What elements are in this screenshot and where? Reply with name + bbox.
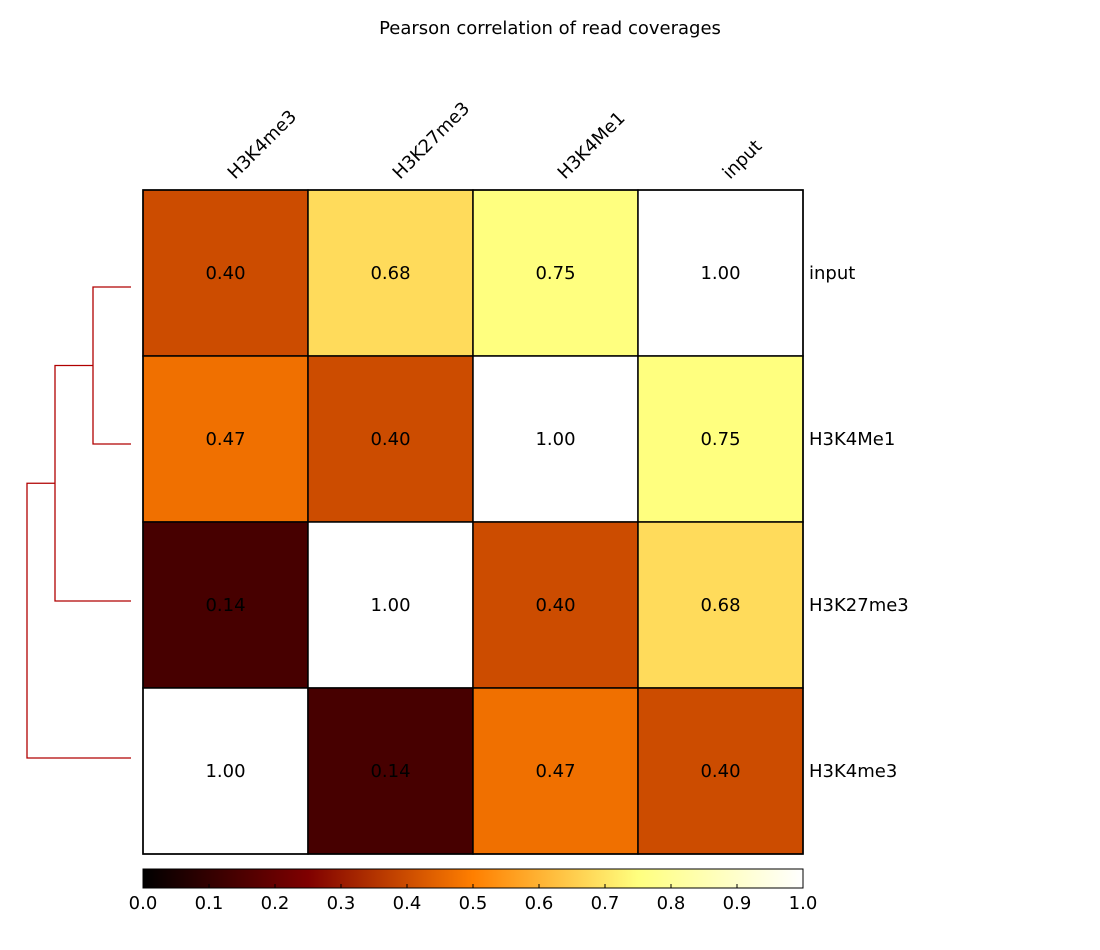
column-label: H3K4me3 <box>224 106 301 183</box>
colorbar-tick-label: 0.8 <box>657 893 686 914</box>
row-label: H3K27me3 <box>809 595 909 616</box>
cell-value-label: 1.00 <box>370 595 410 616</box>
heatmap-cells: 0.40 0.68 0.75 1.00 0.47 0.40 1.00 0.75 0.14 1.00… <box>142 189 804 855</box>
cell-value-label: 0.14 <box>205 595 245 616</box>
column-labels: H3K4me3 H3K27me3 H3K4Me1 input <box>224 98 767 183</box>
cell-value-label: 0.68 <box>700 595 740 616</box>
column-label: H3K27me3 <box>389 98 474 183</box>
cell-value-label: 0.68 <box>370 263 410 284</box>
heatmap-cell <box>307 189 474 357</box>
column-label: H3K4Me1 <box>554 108 630 184</box>
cell-value-label: 0.47 <box>205 429 245 450</box>
heatmap-cell <box>472 687 639 855</box>
colorbar-tick-label: 0.4 <box>393 893 422 914</box>
cell-value-label: 0.14 <box>370 761 410 782</box>
chart-title: Pearson correlation of read coverages <box>379 18 721 39</box>
row-label: H3K4me3 <box>809 761 897 782</box>
cell-value-label: 0.40 <box>370 429 410 450</box>
cell-value-label: 0.40 <box>205 263 245 284</box>
cell-value-label: 0.75 <box>700 429 740 450</box>
row-label: input <box>809 263 855 284</box>
dendrogram <box>26 286 131 759</box>
colorbar-tick-label: 0.0 <box>129 893 158 914</box>
colorbar-tick-label: 0.6 <box>525 893 554 914</box>
column-label: input <box>719 136 767 184</box>
colorbar-tick-label: 0.2 <box>261 893 290 914</box>
colorbar-tick-label: 0.7 <box>591 893 620 914</box>
heatmap-cell <box>307 355 474 523</box>
colorbar-tick-label: 0.3 <box>327 893 356 914</box>
heatmap-cell <box>307 521 474 689</box>
heatmap-cell <box>637 521 804 689</box>
row-labels: input H3K4Me1 H3K27me3 H3K4me3 <box>809 263 909 782</box>
heatmap-cell <box>307 687 474 855</box>
cell-value-label: 0.40 <box>535 595 575 616</box>
cell-value-label: 1.00 <box>700 263 740 284</box>
row-label: H3K4Me1 <box>809 429 895 450</box>
cell-value-label: 1.00 <box>205 761 245 782</box>
heatmap-cell <box>472 521 639 689</box>
colorbar: 0.0 0.1 0.2 0.3 0.4 0.5 0.6 0.7 0.8 0.9 1.0 <box>129 868 818 914</box>
colorbar-tick-label: 0.1 <box>195 893 224 914</box>
cell-value-label: 0.75 <box>535 263 575 284</box>
heatmap-cell <box>637 355 804 523</box>
heatmap-frame <box>142 189 804 855</box>
cell-value-label: 0.47 <box>535 761 575 782</box>
dendrogram-branch <box>26 482 131 759</box>
colorbar-tick-label: 0.5 <box>459 893 488 914</box>
colorbar-tick-label: 0.9 <box>723 893 752 914</box>
colorbar-tick-label: 1.0 <box>789 893 818 914</box>
cell-value-label: 1.00 <box>535 429 575 450</box>
cell-value-label: 0.40 <box>700 761 740 782</box>
dendrogram-branch <box>92 286 131 445</box>
